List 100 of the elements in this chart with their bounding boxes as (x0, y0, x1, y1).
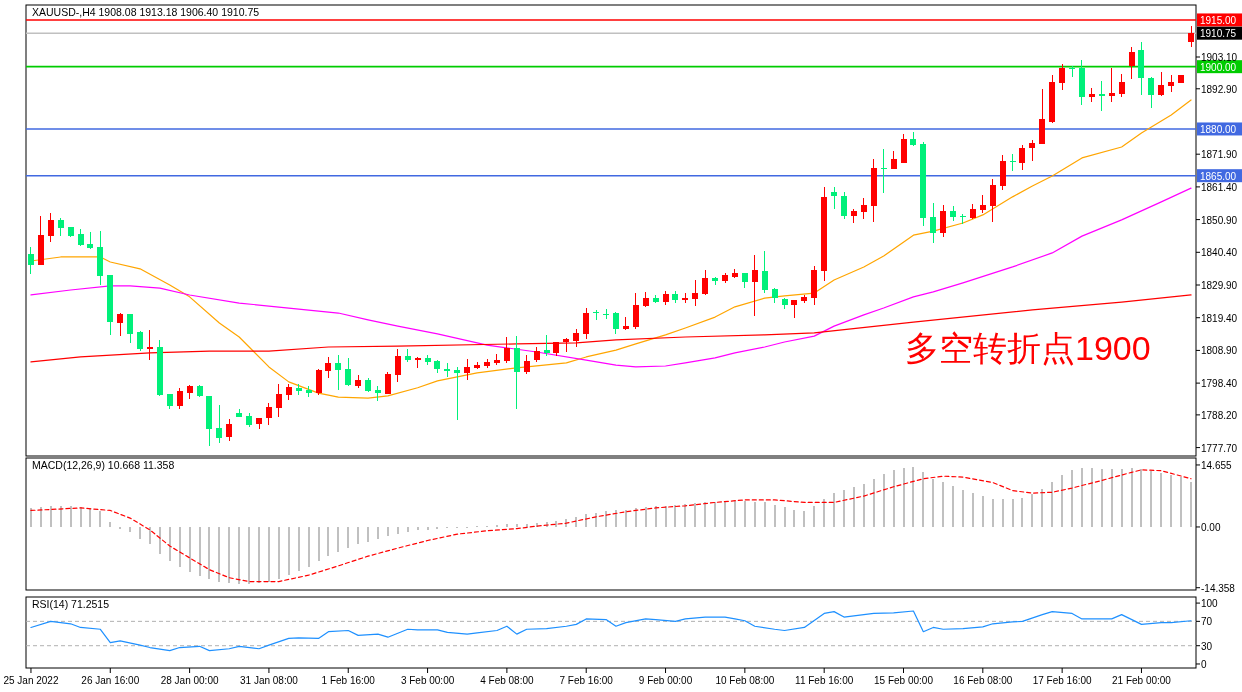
bar (1150, 470, 1153, 527)
bar (1160, 473, 1163, 527)
bar (793, 509, 796, 527)
bar (1090, 467, 1093, 527)
bar (654, 506, 657, 527)
bar (912, 466, 915, 527)
x-tick-label: 9 Feb 00:00 (638, 675, 693, 686)
bar (267, 526, 270, 582)
y-tick-label: 100 (1201, 598, 1219, 610)
x-tick-label: 7 Feb 16:00 (559, 675, 614, 686)
bar (634, 507, 637, 527)
bar (1021, 497, 1024, 527)
bar (1061, 474, 1064, 527)
bar (753, 501, 756, 527)
bar (188, 526, 191, 573)
y-tick-label: -14.358 (1201, 582, 1236, 594)
bar (376, 526, 379, 539)
ref-line-label: 1900.00 (1200, 61, 1237, 73)
bar (714, 501, 717, 527)
y-tick-label: 14.655 (1201, 459, 1233, 471)
bar (357, 526, 360, 545)
bar (287, 526, 290, 576)
bar (89, 507, 92, 527)
bar (327, 526, 330, 557)
bar (139, 526, 142, 539)
bar (932, 478, 935, 527)
bar (148, 526, 151, 545)
x-tick-label: 15 Feb 00:00 (874, 675, 934, 686)
bar (168, 526, 171, 561)
bar (1100, 468, 1103, 527)
y-tick-label: 1777.70 (1201, 442, 1238, 454)
x-tick-label: 28 Jan 00:00 (160, 675, 219, 686)
bar (892, 469, 895, 527)
bar (99, 511, 102, 527)
bar (813, 506, 816, 527)
x-tick-label: 31 Jan 08:00 (240, 675, 299, 686)
bar (218, 526, 221, 582)
bar (208, 526, 211, 579)
bar (763, 502, 766, 527)
line-series (30, 469, 1192, 583)
bar (743, 500, 746, 527)
bar (843, 489, 846, 527)
bar (981, 496, 984, 527)
bar (158, 526, 161, 555)
bar (773, 504, 776, 527)
bar (704, 502, 707, 527)
bar (39, 507, 42, 527)
bar (386, 526, 389, 537)
x-tick-label: 16 Feb 08:00 (953, 675, 1013, 686)
bar (29, 507, 32, 527)
line-series (30, 187, 1192, 368)
x-tick-label: 21 Feb 00:00 (1112, 675, 1172, 686)
bar (277, 526, 280, 579)
bar (1190, 481, 1193, 527)
bar (337, 526, 340, 552)
bar (347, 526, 350, 548)
bar (238, 526, 241, 585)
bar (1001, 499, 1004, 527)
bar (1071, 469, 1074, 527)
y-tick-label: 1798.40 (1201, 378, 1238, 390)
chart-title: RSI(14) 71.2515 (32, 598, 110, 610)
bar (674, 504, 677, 527)
y-tick-label: 30 (1201, 640, 1213, 652)
x-tick-label: 17 Feb 16:00 (1032, 675, 1093, 686)
bar (1120, 468, 1123, 527)
bar (109, 522, 112, 527)
y-tick-label: 1788.20 (1201, 409, 1238, 421)
bar (178, 526, 181, 567)
bar (872, 478, 875, 527)
bar (694, 503, 697, 527)
bar (852, 487, 855, 527)
bar (49, 506, 52, 527)
line-series (30, 610, 1192, 652)
bar (833, 493, 836, 527)
bar (129, 526, 132, 533)
bar (1051, 481, 1054, 527)
bar (575, 516, 578, 527)
x-tick-label: 3 Feb 00:00 (400, 675, 455, 686)
bar (952, 485, 955, 527)
bar (1180, 477, 1183, 527)
y-tick-label: 1808.90 (1201, 345, 1238, 357)
chart-title: MACD(12,26,9) 10.668 11.358 (32, 459, 175, 471)
bar (902, 467, 905, 527)
bar (783, 507, 786, 527)
bar (961, 489, 964, 527)
bar (505, 524, 508, 527)
x-tick-label: 25 Jan 2022 (3, 675, 59, 686)
bar (515, 524, 518, 527)
ref-line-label: 1880.00 (1200, 123, 1237, 135)
bar (882, 474, 885, 527)
bar (228, 526, 231, 584)
bar (317, 526, 320, 561)
bar (724, 501, 727, 527)
bar (942, 481, 945, 527)
bar (1011, 499, 1014, 527)
bar (1041, 488, 1044, 527)
bar (69, 505, 72, 527)
bar (605, 511, 608, 527)
bar (406, 526, 409, 532)
x-tick-label: 4 Feb 08:00 (480, 675, 535, 686)
